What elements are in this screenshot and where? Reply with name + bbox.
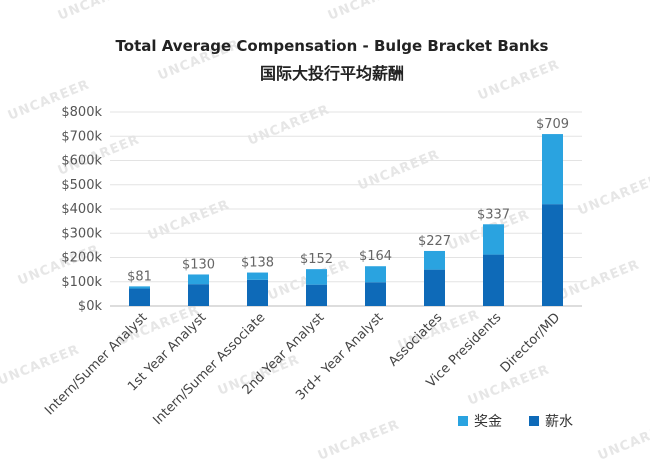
legend: 奖金 薪水 <box>458 413 573 430</box>
bar-segment-salary <box>365 282 386 306</box>
watermark-text: UNCAREER <box>556 257 642 303</box>
bar-segment-bonus <box>306 269 327 285</box>
chart-title: Total Average Compensation - Bulge Brack… <box>116 37 549 55</box>
bar-segment-bonus <box>188 274 209 285</box>
watermark-text: UNCAREER <box>576 172 650 218</box>
y-tick-label: $300k <box>61 226 102 241</box>
y-tick-label: $400k <box>61 202 102 217</box>
gridlines <box>110 111 582 307</box>
bar-segment-bonus <box>129 286 150 289</box>
y-tick-label: $800k <box>61 105 102 120</box>
bar-total-label: $709 <box>536 117 569 132</box>
y-tick-label: $600k <box>61 154 102 169</box>
bar-segment-bonus <box>424 250 445 270</box>
bar-segment-salary <box>129 288 150 306</box>
bar-segment-salary <box>188 284 209 306</box>
watermark-text: UNCAREER <box>316 417 402 463</box>
bar-total-label: $130 <box>182 257 215 272</box>
bar-segment-salary <box>483 254 504 306</box>
watermark-text: UNCAREER <box>476 57 562 103</box>
bar-total-label: $227 <box>418 234 451 249</box>
y-tick-label: $700k <box>61 129 102 144</box>
bar-total-label: $164 <box>359 249 392 264</box>
bar-segment-bonus <box>542 134 563 205</box>
legend-swatch <box>529 416 539 426</box>
bar-segment-salary <box>247 279 268 306</box>
y-tick-label: $200k <box>61 251 102 266</box>
bar-segment-salary <box>306 284 327 306</box>
watermark-text: UNCAREER <box>56 0 142 24</box>
bar-total-label: $337 <box>477 207 510 222</box>
y-tick-label: $0k <box>78 299 103 314</box>
chart-subtitle: 国际大投行平均薪酬 <box>260 64 404 83</box>
legend-swatch <box>458 416 468 426</box>
y-tick-label: $100k <box>61 275 102 290</box>
watermark-text: UNCAREER <box>146 197 232 243</box>
watermark-text: UNCAREER <box>246 102 332 148</box>
total-labels: $81 $130 $138 $152 $164 $227 $337 $709 <box>127 117 569 284</box>
legend-label: 薪水 <box>545 414 573 430</box>
watermark-text: UNCAREER <box>356 147 442 193</box>
bar-total-label: $81 <box>127 269 152 284</box>
bars <box>129 134 563 306</box>
bar-segment-bonus <box>483 224 504 255</box>
bar-segment-salary <box>424 269 445 306</box>
legend-label: 奖金 <box>474 413 502 430</box>
watermark-text: UNCAREER <box>596 417 650 463</box>
bar-segment-bonus <box>247 272 268 280</box>
x-category-label: Director/MD <box>498 310 564 376</box>
bar-total-label: $152 <box>300 252 333 267</box>
y-tick-label: $500k <box>61 178 102 193</box>
bar-total-label: $138 <box>241 256 274 271</box>
bar-segment-salary <box>542 204 563 306</box>
bar-segment-bonus <box>365 266 386 283</box>
y-axis-ticks: $0k $100k $200k $300k $400k $500k $600k $700k $8… <box>61 105 102 314</box>
watermark-text: UNCAREER <box>326 0 412 24</box>
